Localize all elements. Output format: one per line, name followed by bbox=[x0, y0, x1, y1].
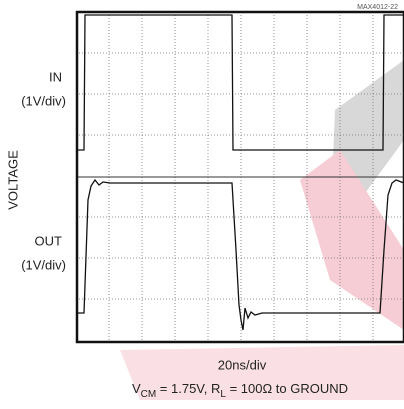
channel-name: OUT bbox=[35, 233, 63, 248]
watermark bbox=[120, 60, 404, 400]
plot-frame bbox=[75, 10, 404, 344]
note-part: = 100Ω to GROUND bbox=[226, 381, 348, 396]
figure-id: MAX4012-22 bbox=[357, 4, 398, 11]
note-part: V bbox=[132, 381, 141, 396]
in-trace bbox=[78, 14, 404, 151]
channel-scale: (1V/div) bbox=[21, 93, 66, 108]
note-part: = 1.75V, R bbox=[156, 381, 220, 396]
note-subscript: CM bbox=[141, 389, 157, 400]
note: VCM = 1.75V, RL = 100Ω to GROUND bbox=[132, 381, 348, 399]
channel-scale: (1V/div) bbox=[21, 257, 66, 272]
out-trace bbox=[78, 178, 404, 331]
y-axis-label: VOLTAGE bbox=[5, 150, 20, 210]
note-subscript: L bbox=[220, 389, 226, 400]
channel-name: IN bbox=[49, 69, 62, 84]
x-axis-label: 20ns/div bbox=[218, 357, 267, 372]
